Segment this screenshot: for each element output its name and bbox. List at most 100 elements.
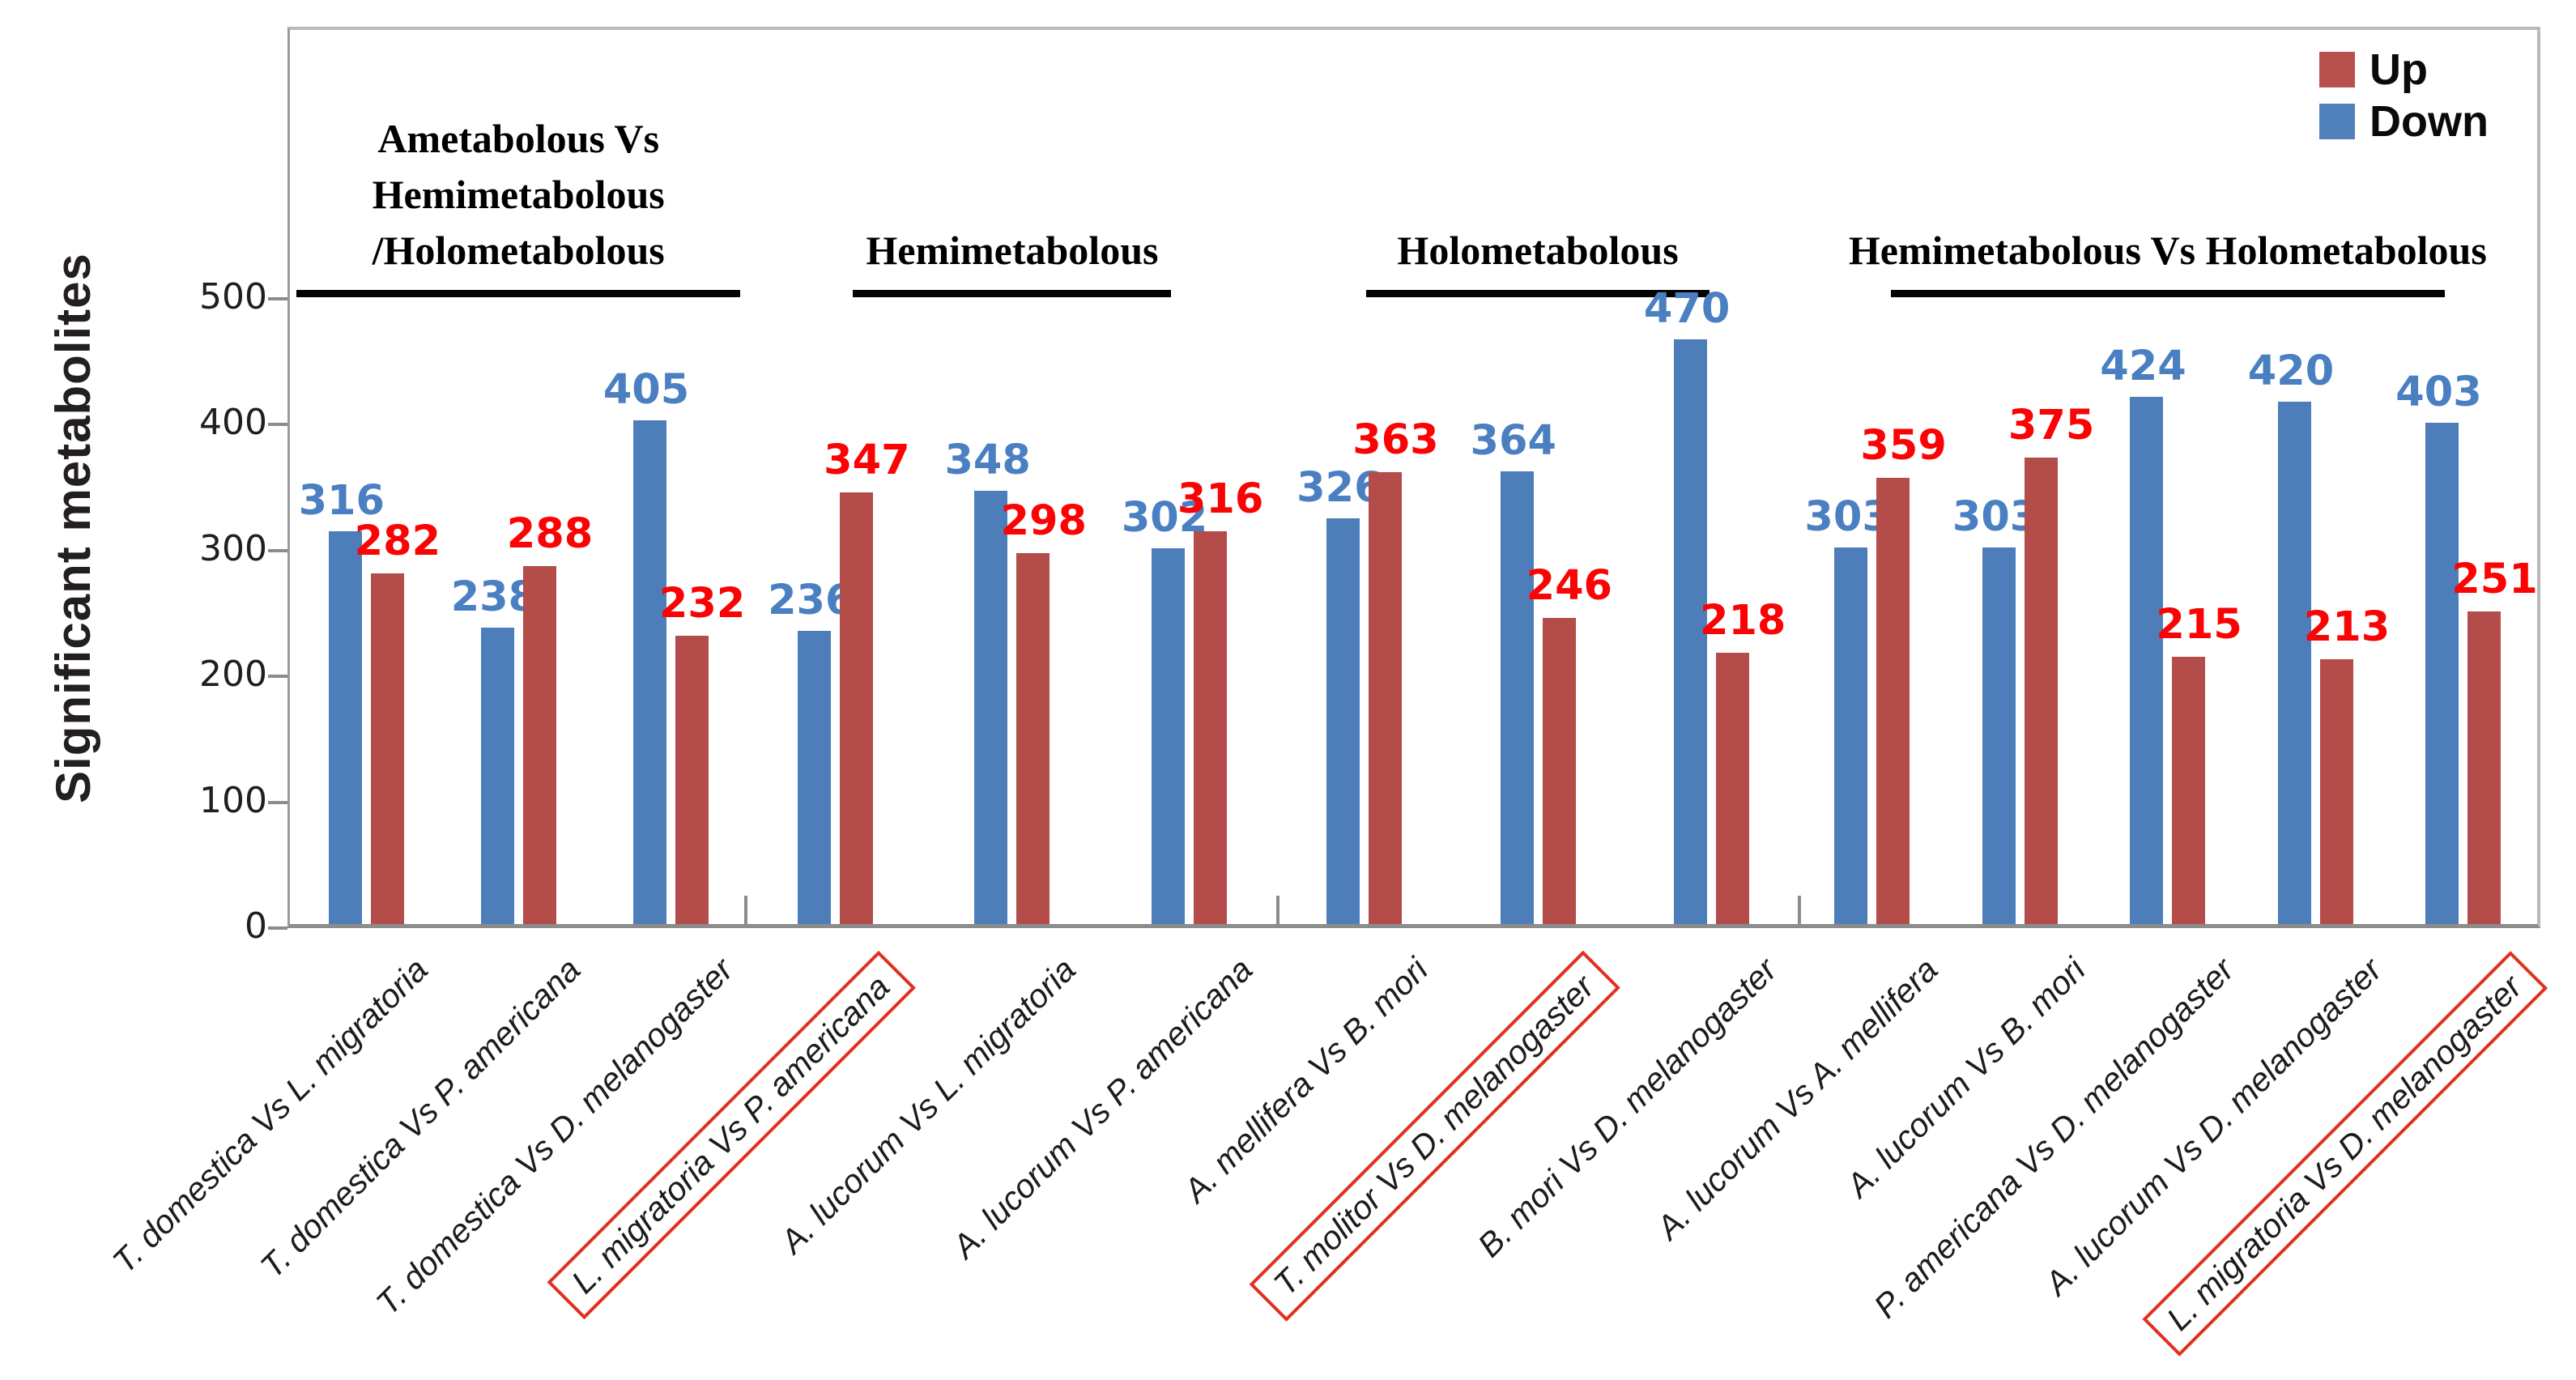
legend-swatch-up-icon <box>2319 52 2356 87</box>
group-separator-tick-icon <box>743 896 747 926</box>
bar-down: 303 <box>1804 496 1891 924</box>
bar-groups: Ametabolous Vs Hemimetabolous /Holometab… <box>290 30 2538 924</box>
legend-label-down: Down <box>2369 97 2489 146</box>
bar-up: 347 <box>824 440 910 924</box>
bar-down: 326 <box>1297 467 1383 924</box>
category-cell: 405 232 <box>594 302 747 924</box>
group-title-underline <box>296 290 740 297</box>
category-cell: 470 218 <box>1624 288 1798 924</box>
value-label-down: 470 <box>1643 285 1731 334</box>
legend-label-up: Up <box>2369 45 2428 94</box>
y-tick-label: 100 <box>199 779 267 821</box>
bar-up: 251 <box>2451 559 2538 924</box>
value-label-down: 424 <box>2100 342 2186 390</box>
x-tick-label-boxed: L. migratoria Vs P. americana <box>547 951 917 1320</box>
y-tick-mark-icon <box>268 423 287 427</box>
group-cells: 236 347 348 298 302 316 <box>747 302 1277 924</box>
value-label-up: 316 <box>1177 475 1264 523</box>
group-title: Holometabolous <box>1397 228 1679 273</box>
x-tick-label: A. lucorum Vs P. americana <box>945 951 1260 1266</box>
bar-down: 364 <box>1471 420 1556 924</box>
bar-up: 232 <box>659 583 745 924</box>
value-label-up: 215 <box>2156 600 2242 649</box>
value-label-up: 246 <box>1526 562 1613 611</box>
x-tick-label: T. domestica Vs L. migratoria <box>104 951 435 1280</box>
group-title: Hemimetabolous <box>866 228 1159 273</box>
value-label-down: 405 <box>602 365 690 414</box>
category-cell: 303 359 <box>1799 302 1947 924</box>
bar-group: Holometabolous 326 363 364 246 470 218 <box>1277 30 1798 924</box>
group-separator-tick-icon <box>1275 896 1279 926</box>
y-tick-label: 0 <box>245 905 267 947</box>
group-separator-tick-icon <box>1798 896 1802 926</box>
value-label-up: 282 <box>354 517 441 565</box>
group-title-underline <box>853 290 1172 297</box>
bar-group: Hemimetabolous 236 347 348 298 302 316 <box>747 30 1277 924</box>
group-title-underline <box>1890 290 2445 297</box>
group-header: Hemimetabolous <box>747 30 1277 302</box>
category-cell: 364 246 <box>1451 302 1624 924</box>
value-label-down: 303 <box>1952 492 2039 541</box>
x-tick-label: T. domestica Vs P. americana <box>253 951 588 1285</box>
value-label-up: 218 <box>1699 597 1786 645</box>
bar-up: 359 <box>1860 425 1947 924</box>
value-label-up: 213 <box>2303 603 2391 651</box>
bar-up: 213 <box>2304 607 2390 924</box>
bar-down: 424 <box>2100 346 2186 924</box>
group-header: Holometabolous <box>1277 30 1798 302</box>
value-label-up: 232 <box>658 579 746 628</box>
bar-down: 238 <box>451 577 537 924</box>
y-tick-label: 200 <box>199 654 267 696</box>
value-label-down: 302 <box>1121 494 1208 543</box>
bar-up: 246 <box>1526 565 1612 924</box>
category-cell: 302 316 <box>1101 302 1277 924</box>
value-label-down: 348 <box>944 437 1031 485</box>
bar-down: 236 <box>768 580 854 924</box>
category-cell: 420 213 <box>2242 302 2390 924</box>
value-label-up: 251 <box>2451 556 2538 604</box>
y-tick-mark-icon <box>268 297 287 300</box>
category-cell: 403 251 <box>2390 302 2538 924</box>
legend: Up Down <box>2319 48 2489 143</box>
x-tick-label: A. lucorum Vs A. mellifera <box>1649 951 1945 1246</box>
bar-up: 288 <box>507 513 593 924</box>
bar-up: 215 <box>2156 604 2242 924</box>
group-title: Hemimetabolous Vs Holometabolous <box>1848 228 2487 273</box>
bar-group: Ametabolous Vs Hemimetabolous /Holometab… <box>290 30 747 924</box>
value-label-down: 236 <box>768 576 854 624</box>
bar-group: Hemimetabolous Vs Holometabolous 303 359 30… <box>1799 30 2538 924</box>
bar-down: 403 <box>2395 372 2482 924</box>
category-cell: 424 215 <box>2094 302 2242 924</box>
group-title: Ametabolous Vs Hemimetabolous /Holometab… <box>372 116 665 273</box>
y-tick-label: 500 <box>199 276 267 317</box>
value-label-down: 403 <box>2395 368 2482 416</box>
group-cells: 303 359 303 375 424 215 420 213 403 251 <box>1799 302 2538 924</box>
bar-up: 363 <box>1352 420 1439 924</box>
bar-down: 470 <box>1644 288 1730 924</box>
bar-up: 282 <box>355 521 441 924</box>
category-cell: 238 288 <box>442 302 594 924</box>
x-tick-label: A. lucorum Vs L. migratoria <box>773 951 1083 1261</box>
value-label-down: 364 <box>1470 416 1557 465</box>
y-tick-label: 300 <box>199 527 267 569</box>
value-label-down: 238 <box>450 573 538 622</box>
group-header: Ametabolous Vs Hemimetabolous /Holometab… <box>290 30 747 302</box>
value-label-up: 298 <box>1000 497 1087 546</box>
value-label-down: 326 <box>1297 464 1383 513</box>
group-title-underline <box>1365 290 1710 297</box>
legend-item-down: Down <box>2319 100 2489 143</box>
value-label-down: 316 <box>298 476 385 525</box>
bar-down: 405 <box>603 369 689 924</box>
value-label-up: 375 <box>2008 402 2095 449</box>
category-cell: 236 347 <box>747 302 923 924</box>
bar-up: 316 <box>1177 479 1263 924</box>
bar-down: 302 <box>1122 497 1207 924</box>
legend-swatch-down-icon <box>2319 104 2356 139</box>
legend-item-up: Up <box>2319 48 2489 92</box>
y-tick-mark-icon <box>268 548 287 552</box>
bar-down: 316 <box>299 480 385 924</box>
value-label-down: 420 <box>2247 347 2335 395</box>
y-tick-mark-icon <box>268 926 287 930</box>
value-label-down: 303 <box>1804 492 1891 541</box>
